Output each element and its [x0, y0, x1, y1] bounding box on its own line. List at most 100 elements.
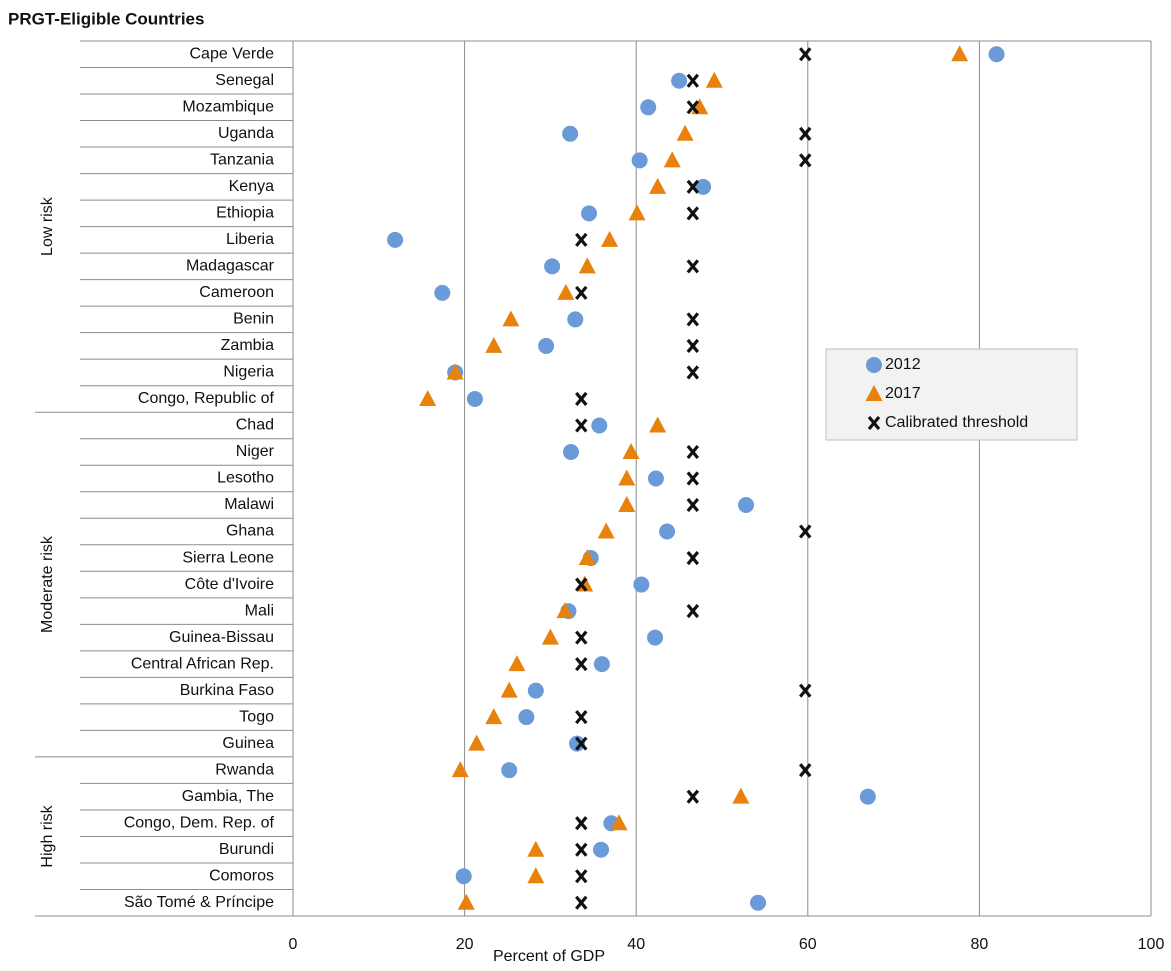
dot [501, 762, 518, 779]
dot [695, 178, 712, 195]
triangle [502, 310, 520, 327]
dot [538, 337, 555, 354]
dot [527, 682, 544, 699]
category-label: Benin [233, 311, 274, 328]
x-marker [686, 179, 700, 194]
x-tick-label: 20 [456, 936, 474, 953]
triangle [527, 840, 545, 857]
x-stroke [575, 895, 588, 910]
dot [659, 523, 676, 540]
category-label: Senegal [215, 72, 274, 89]
category-label: Comoros [209, 867, 274, 884]
triangle [508, 655, 526, 672]
dot [593, 841, 610, 858]
category-label: Congo, Republic of [138, 390, 275, 407]
x-stroke [686, 551, 700, 566]
triangle [610, 814, 628, 831]
x-marker [575, 391, 588, 406]
dot [455, 868, 472, 885]
x-tick-label: 100 [1138, 936, 1165, 953]
group-label: Moderate risk [39, 535, 56, 633]
group-label: High risk [39, 804, 56, 867]
x-marker [686, 604, 700, 619]
x-marker [575, 577, 588, 592]
triangle [732, 787, 750, 804]
x-marker [575, 630, 588, 645]
x-stroke [686, 100, 700, 115]
triangle [705, 71, 723, 88]
dot [518, 709, 535, 726]
x-stroke [798, 763, 812, 778]
triangle [618, 469, 636, 486]
x-tick-label: 80 [971, 936, 989, 953]
category-label: Gambia, The [182, 788, 274, 805]
x-stroke [575, 577, 588, 592]
x-stroke [575, 285, 588, 300]
category-label: Lesotho [217, 470, 274, 487]
triangle [578, 549, 596, 566]
dot [866, 357, 882, 373]
category-label: Ghana [226, 523, 274, 540]
x-marker [798, 126, 812, 141]
x-marker [575, 869, 588, 884]
category-label: Nigeria [223, 364, 274, 381]
category-label: Burkina Faso [180, 682, 274, 699]
x-marker [798, 153, 812, 168]
dot [631, 152, 648, 169]
triangle [485, 336, 503, 353]
category-label: Congo, Dem. Rep. of [124, 814, 275, 831]
category-label: Sierra Leone [182, 549, 274, 566]
x-axis-label: Percent of GDP [493, 948, 605, 965]
x-marker [575, 736, 588, 751]
triangle [663, 151, 681, 168]
category-label: Niger [236, 443, 275, 460]
category-label: Rwanda [215, 761, 274, 778]
x-stroke [575, 710, 588, 725]
x-marker [798, 683, 812, 698]
x-marker [686, 100, 700, 115]
x-marker [575, 418, 588, 433]
x-stroke [575, 391, 588, 406]
x-stroke [686, 259, 700, 274]
x-stroke [686, 497, 700, 513]
x-stroke [575, 657, 588, 672]
triangle [597, 522, 615, 539]
x-stroke [575, 418, 588, 433]
category-label: São Tomé & Príncipe [124, 894, 274, 911]
x-stroke [686, 312, 700, 327]
triangle [457, 893, 475, 910]
x-stroke [798, 153, 812, 168]
category-label: Mozambique [182, 99, 274, 116]
triangle [622, 442, 640, 459]
legend-label: 2012 [885, 356, 921, 373]
x-stroke [686, 179, 700, 194]
x-marker [575, 232, 588, 247]
x-stroke [686, 365, 700, 380]
dot [562, 443, 579, 460]
triangle [601, 230, 619, 247]
category-label: Malawi [224, 496, 274, 513]
triangle [527, 867, 545, 884]
x-marker [686, 206, 700, 221]
x-tick-label: 60 [799, 936, 817, 953]
group-label: Low risk [39, 196, 56, 256]
x-marker [798, 524, 812, 539]
x-marker [686, 73, 700, 88]
triangle [500, 681, 518, 698]
category-label: Kenya [229, 178, 274, 195]
x-marker [686, 444, 700, 460]
x-marker [867, 415, 881, 431]
x-marker [575, 657, 588, 672]
dot [568, 735, 585, 752]
triangle [618, 496, 636, 513]
dot [593, 656, 610, 673]
x-stroke [575, 842, 588, 857]
x-stroke [686, 206, 700, 221]
x-marker [686, 338, 700, 353]
x-stroke [686, 471, 700, 486]
dot [750, 894, 767, 911]
triangle [628, 204, 646, 221]
x-stroke [867, 415, 881, 431]
category-label: Liberia [226, 231, 274, 248]
dot [434, 284, 451, 301]
